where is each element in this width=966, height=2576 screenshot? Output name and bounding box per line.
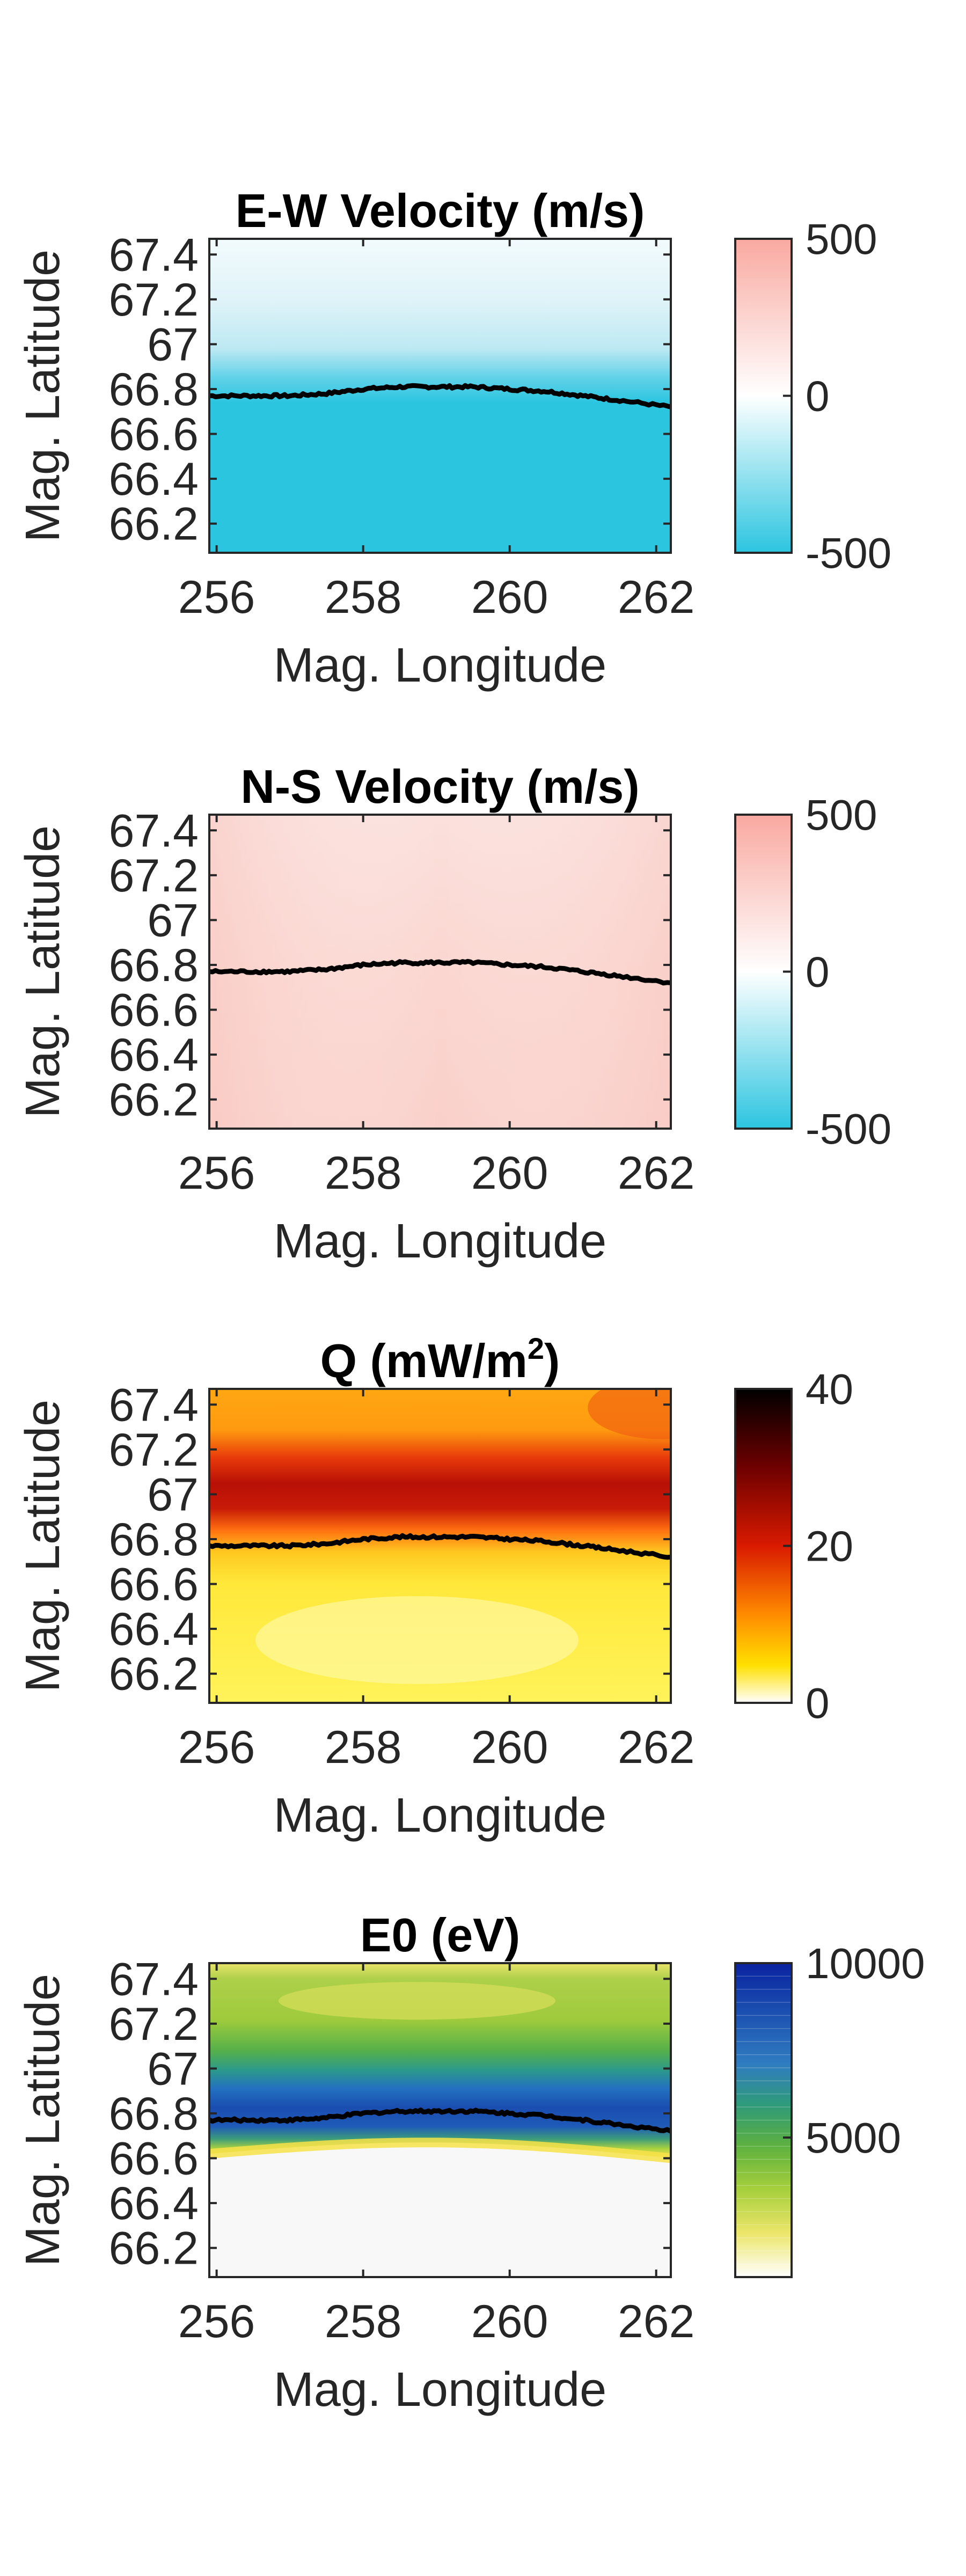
colorbar-tick-label: 500 (806, 215, 877, 263)
colorbar-fill (735, 815, 792, 1129)
x-tick-label: 260 (471, 572, 548, 623)
plot-frame (208, 1962, 672, 2278)
y-tick-label: 66.2 (109, 1074, 199, 1126)
x-tick-label: 256 (178, 1147, 255, 1199)
boundary-line (209, 383, 672, 409)
x-tick-label: 262 (618, 572, 695, 623)
x-tick-label: 260 (471, 1147, 548, 1199)
colorbar-tick-label: 40 (806, 1365, 853, 1413)
heatmap-edge (209, 2138, 671, 2163)
plot-frame (208, 814, 672, 1130)
heatmap-empty-region (209, 2142, 671, 2277)
y-tick-label: 67 (147, 2043, 199, 2095)
y-tick-label: 66.2 (109, 1649, 199, 1700)
y-axis-label: Mag. Latitude (16, 1974, 70, 2266)
y-tick-label: 67.2 (109, 1424, 199, 1476)
plot-frame (208, 238, 672, 554)
heatmap-high-region (588, 1389, 671, 1439)
panel-4: E0 (eV)256 258 260 26266.266.466.666.86767.… (16, 1908, 925, 2417)
y-tick-label: 66.4 (109, 2178, 199, 2229)
chart-title: N-S Velocity (m/s) (240, 760, 639, 813)
y-tick-label: 67.4 (109, 1953, 199, 2005)
colorbar-tick-label: 10000 (806, 1940, 925, 1987)
y-axis-label: Mag. Latitude (16, 1400, 70, 1692)
y-tick-label: 66.4 (109, 1029, 199, 1081)
colorbar-tick-label: 0 (806, 372, 830, 420)
x-tick-label: 262 (618, 1722, 695, 1773)
colorbar-frame (734, 1962, 793, 2278)
x-tick-label: 256 (178, 2296, 255, 2347)
y-tick-label: 67.2 (109, 274, 199, 326)
y-tick-label: 66.2 (109, 2223, 199, 2274)
colorbar-tick-label: 500 (806, 791, 877, 839)
y-tick-label: 66.8 (109, 940, 199, 991)
colorbar-tick-label: 20 (806, 1523, 853, 1570)
colorbar-tick-label: 0 (806, 1679, 830, 1727)
colorbar-tick-label: -500 (806, 1105, 891, 1153)
x-tick-label: 260 (471, 2296, 548, 2347)
y-tick-label: 67.2 (109, 1999, 199, 2050)
y-tick-label: 67 (147, 1469, 199, 1520)
heatmap-low-region (279, 1982, 555, 2020)
x-tick-label: 260 (471, 1722, 548, 1773)
plot-frame (208, 1388, 672, 1704)
y-tick-label: 66.6 (109, 409, 199, 460)
y-tick-label: 66.6 (109, 1559, 199, 1611)
y-axis-label: Mag. Latitude (16, 250, 70, 542)
y-tick-label: 67.4 (109, 1379, 199, 1431)
chart-title: E-W Velocity (m/s) (236, 184, 645, 237)
x-tick-label: 258 (325, 2296, 402, 2347)
x-axis-label: Mag. Longitude (274, 639, 606, 692)
colorbar-fill (735, 239, 792, 553)
x-tick-label: 258 (325, 1722, 402, 1773)
x-axis-label: Mag. Longitude (274, 1214, 606, 1268)
y-tick-label: 66.4 (109, 1604, 199, 1655)
boundary-line (208, 1533, 671, 1560)
x-tick-label: 256 (178, 1722, 255, 1773)
x-tick-label: 258 (325, 1147, 402, 1199)
boundary-line (208, 2107, 672, 2134)
y-tick-label: 67.4 (109, 229, 199, 281)
y-tick-label: 66.4 (109, 453, 199, 505)
colorbar-tick-label: 0 (806, 948, 830, 996)
heatmap-field (209, 1389, 671, 1703)
y-tick-label: 67.2 (109, 850, 199, 902)
y-tick-label: 67.4 (109, 805, 199, 857)
heatmap-low-region (255, 1596, 579, 1684)
y-tick-label: 67 (147, 895, 199, 946)
y-tick-label: 67 (147, 319, 199, 370)
colorbar-tick-label: 5000 (806, 2114, 901, 2162)
y-tick-label: 66.6 (109, 985, 199, 1036)
chart-title: Q (mW/m2) (320, 1331, 560, 1387)
panel-3: Q (mW/m2)256 258 260 26266.266.466.666.8676… (16, 1331, 853, 1842)
y-axis-label: Mag. Latitude (16, 825, 70, 1118)
panel-2: N-S Velocity (m/s)256 258 260 26266.266.466… (16, 760, 891, 1268)
y-tick-label: 66.8 (109, 1514, 199, 1565)
chart-title: E0 (eV) (360, 1908, 520, 1962)
x-tick-label: 262 (618, 1147, 695, 1199)
boundary-line (209, 958, 671, 986)
x-tick-label: 256 (178, 572, 255, 623)
y-tick-label: 66.6 (109, 2133, 199, 2185)
colorbar-fill (735, 1963, 792, 2277)
x-tick-label: 262 (618, 2296, 695, 2347)
x-axis-label: Mag. Longitude (274, 1789, 606, 1842)
y-tick-label: 66.8 (109, 2088, 199, 2140)
y-tick-label: 66.2 (109, 499, 199, 550)
colorbar-tick-label: -500 (806, 529, 891, 577)
colorbar-fill (735, 1389, 792, 1703)
x-axis-label: Mag. Longitude (274, 2363, 606, 2417)
panel-1: E-W Velocity (m/s)256 258 260 26266.266.466… (16, 184, 891, 692)
y-tick-label: 66.8 (109, 364, 199, 415)
x-tick-label: 258 (325, 572, 402, 623)
